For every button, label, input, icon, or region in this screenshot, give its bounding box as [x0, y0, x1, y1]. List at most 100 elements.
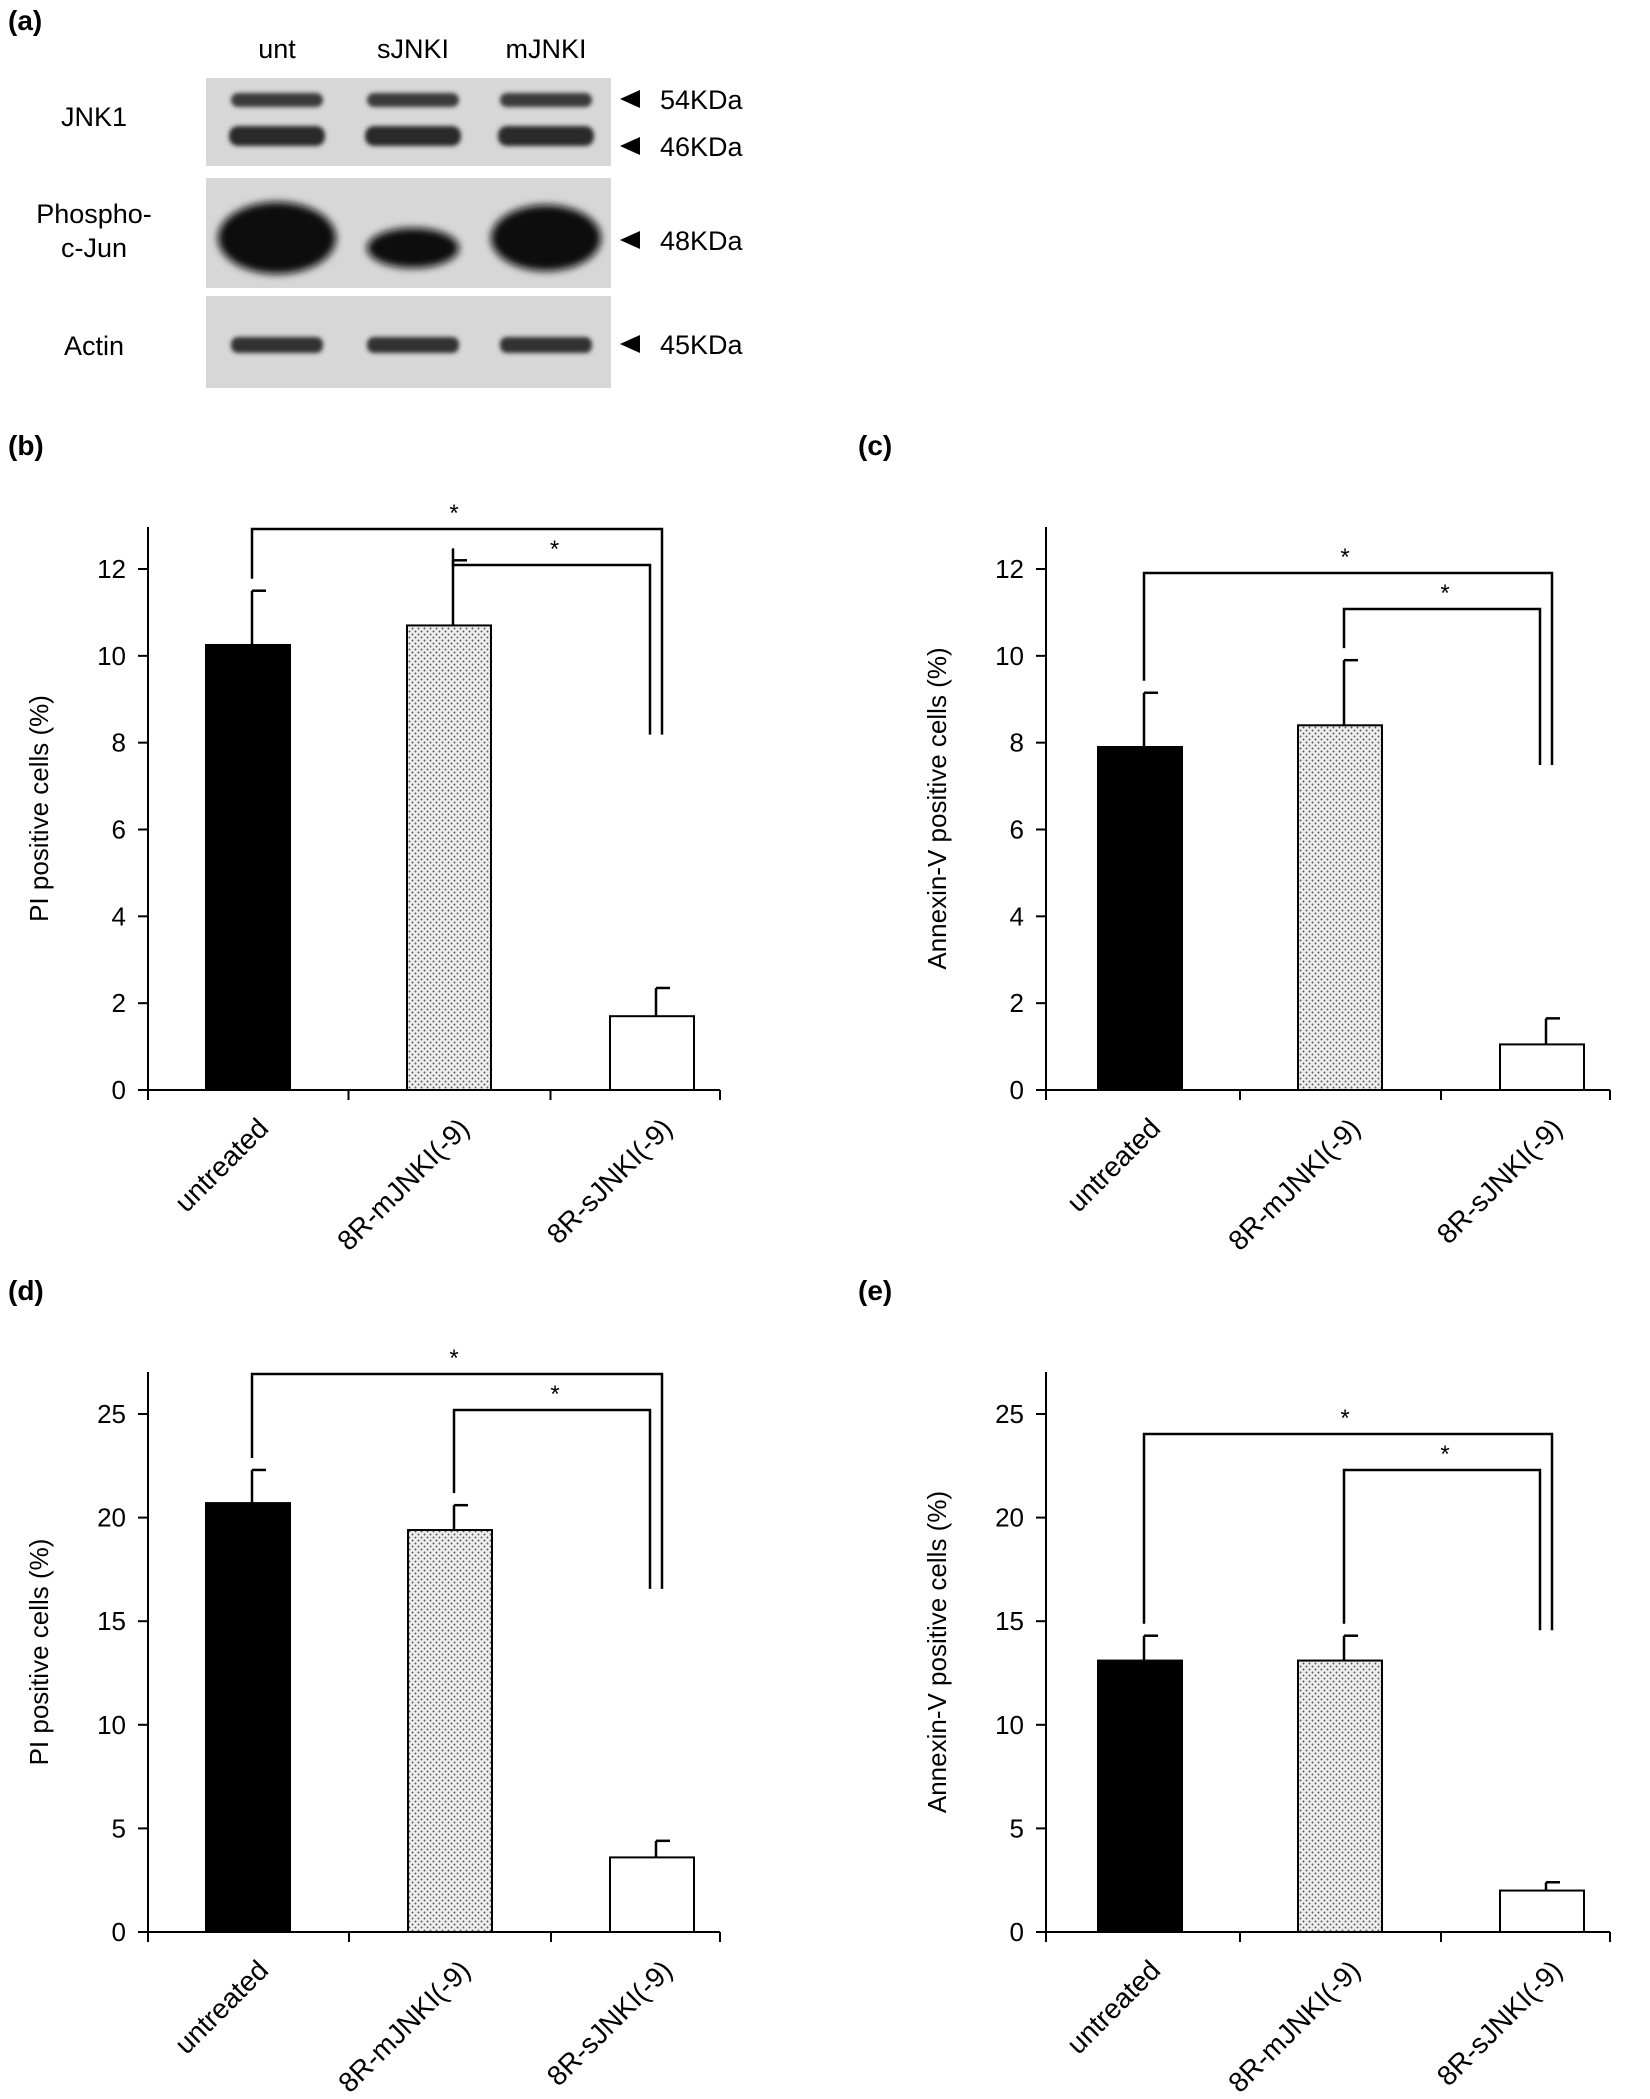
- y-tick-label: 20: [995, 1503, 1024, 1533]
- significance-star: *: [1440, 1441, 1449, 1468]
- y-tick-label: 0: [112, 1075, 126, 1105]
- bar-chart-b: (b) 0 2 4 6 8 10 12 PI positive cells (%) untreat…: [8, 430, 721, 1256]
- bar-8r-sjnki-9-: [1499, 1043, 1585, 1091]
- panel-label: (d): [8, 1275, 44, 1306]
- band: [367, 93, 459, 107]
- significance-bracket-inner: [452, 1408, 652, 1589]
- significance-star: *: [550, 536, 559, 563]
- x-tick-label: 8R-sJNKI(-9): [541, 1954, 678, 2091]
- x-tick-label: 8R-sJNKI(-9): [1431, 1954, 1568, 2091]
- y-axis-title: PI positive cells (%): [24, 1539, 54, 1766]
- bar-chart-e: (e) 0 5 10 15 20 25 Annexin-V positive cells (%…: [858, 1275, 1611, 2098]
- y-axis-title: Annexin-V positive cells (%): [922, 647, 952, 969]
- significance-star: *: [550, 1381, 559, 1408]
- marker-size-label: 54KDa: [660, 85, 744, 115]
- blot-strip: [206, 78, 611, 166]
- band: [491, 205, 601, 271]
- band: [229, 126, 325, 146]
- marker-size-label: 45KDa: [660, 330, 744, 360]
- y-tick-label: 15: [97, 1606, 126, 1636]
- y-tick-label: 10: [995, 1710, 1024, 1740]
- y-tick-label: 20: [97, 1503, 126, 1533]
- band: [500, 337, 592, 353]
- x-tick-label: 8R-mJNKI(-9): [1222, 1954, 1366, 2098]
- significance-bracket-outer: [1142, 1432, 1554, 1631]
- y-tick-label: 10: [995, 641, 1024, 671]
- blot-row-label: Actin: [64, 331, 124, 361]
- y-tick-label: 6: [1010, 815, 1024, 845]
- y-tick-label: 8: [112, 728, 126, 758]
- band: [367, 228, 459, 268]
- band: [365, 126, 461, 146]
- significance-bracket-outer: [1142, 571, 1554, 766]
- y-tick-label: 2: [112, 988, 126, 1018]
- marker-arrow-icon: [620, 90, 640, 108]
- marker-size-label: 46KDa: [660, 132, 744, 162]
- y-axis-title: Annexin-V positive cells (%): [922, 1491, 952, 1813]
- band: [498, 126, 594, 146]
- y-tick-label: 25: [995, 1399, 1024, 1429]
- x-tick-label: untreated: [1061, 1112, 1167, 1218]
- lane-label: mJNKI: [506, 34, 587, 64]
- y-tick-label: 10: [97, 1710, 126, 1740]
- x-tick-label: 8R-mJNKI(-9): [332, 1954, 476, 2098]
- bar-8r-mjnki-9-: [406, 624, 492, 1091]
- x-tick-label: untreated: [169, 1954, 275, 2060]
- significance-star: *: [1340, 544, 1349, 571]
- bar-chart-d: (d) 0 5 10 15 20 25 PI positive cells (%) untrea…: [8, 1275, 721, 2098]
- panel-label-a: (a): [8, 5, 42, 36]
- x-tick-label: untreated: [169, 1112, 275, 1218]
- bar-8r-mjnki-9-: [1297, 1659, 1383, 1933]
- bar-8r-mjnki-9-: [1297, 724, 1383, 1091]
- panel-label: (b): [8, 430, 44, 461]
- lane-label: unt: [258, 34, 296, 64]
- marker-arrow-icon: [620, 335, 640, 353]
- significance-bracket-outer: [250, 1372, 664, 1589]
- significance-bracket-inner: [1342, 1468, 1542, 1631]
- y-tick-label: 0: [1010, 1917, 1024, 1947]
- y-tick-label: 8: [1010, 728, 1024, 758]
- marker-arrow-icon: [620, 137, 640, 155]
- y-tick-label: 5: [1010, 1813, 1024, 1843]
- bar-8r-mjnki-9-: [407, 1529, 493, 1933]
- blot-row-label: JNK1: [61, 102, 127, 132]
- significance-star: *: [449, 1345, 458, 1372]
- band: [367, 337, 459, 353]
- y-tick-label: 15: [995, 1606, 1024, 1636]
- band: [218, 202, 336, 274]
- band: [231, 93, 323, 107]
- bar-8r-sjnki-9-: [1499, 1889, 1585, 1934]
- y-tick-label: 4: [1010, 901, 1024, 931]
- y-axis-title: PI positive cells (%): [24, 695, 54, 922]
- band: [231, 337, 323, 353]
- bar-8r-sjnki-9-: [609, 1015, 695, 1091]
- lane-label: sJNKI: [377, 34, 449, 64]
- western-blot-panel: (a) unt sJNKI mJNKI JNK1 54KDa 46KDa Phospho-c-…: [8, 5, 744, 388]
- y-tick-label: 4: [112, 901, 126, 931]
- y-tick-label: 5: [112, 1813, 126, 1843]
- y-tick-label: 12: [995, 554, 1024, 584]
- significance-star: *: [1440, 580, 1449, 607]
- y-tick-label: 10: [97, 641, 126, 671]
- x-tick-label: untreated: [1061, 1954, 1167, 2060]
- bar-untreated: [205, 643, 291, 1092]
- panel-label: (c): [858, 430, 892, 461]
- y-tick-label: 12: [97, 554, 126, 584]
- bar-charts: (b) 0 2 4 6 8 10 12 PI positive cells (%) untreat…: [8, 430, 1611, 2098]
- y-tick-label: 25: [97, 1399, 126, 1429]
- x-tick-label: 8R-sJNKI(-9): [1431, 1112, 1568, 1249]
- significance-star: *: [1340, 1405, 1349, 1432]
- y-tick-label: 2: [1010, 988, 1024, 1018]
- marker-size-label: 48KDa: [660, 226, 744, 256]
- x-tick-label: 8R-mJNKI(-9): [331, 1112, 475, 1256]
- marker-arrow-icon: [620, 231, 640, 249]
- bar-untreated: [1097, 1659, 1183, 1933]
- y-tick-label: 6: [112, 815, 126, 845]
- bar-chart-c: (c) 0 2 4 6 8 10 12 Annexin-V positive cells (%)…: [858, 430, 1611, 1256]
- bar-untreated: [1097, 746, 1183, 1092]
- y-tick-label: 0: [112, 1917, 126, 1947]
- blot-row-label: Phospho-: [36, 199, 152, 229]
- significance-bracket-outer: [250, 527, 664, 735]
- bar-untreated: [205, 1502, 291, 1933]
